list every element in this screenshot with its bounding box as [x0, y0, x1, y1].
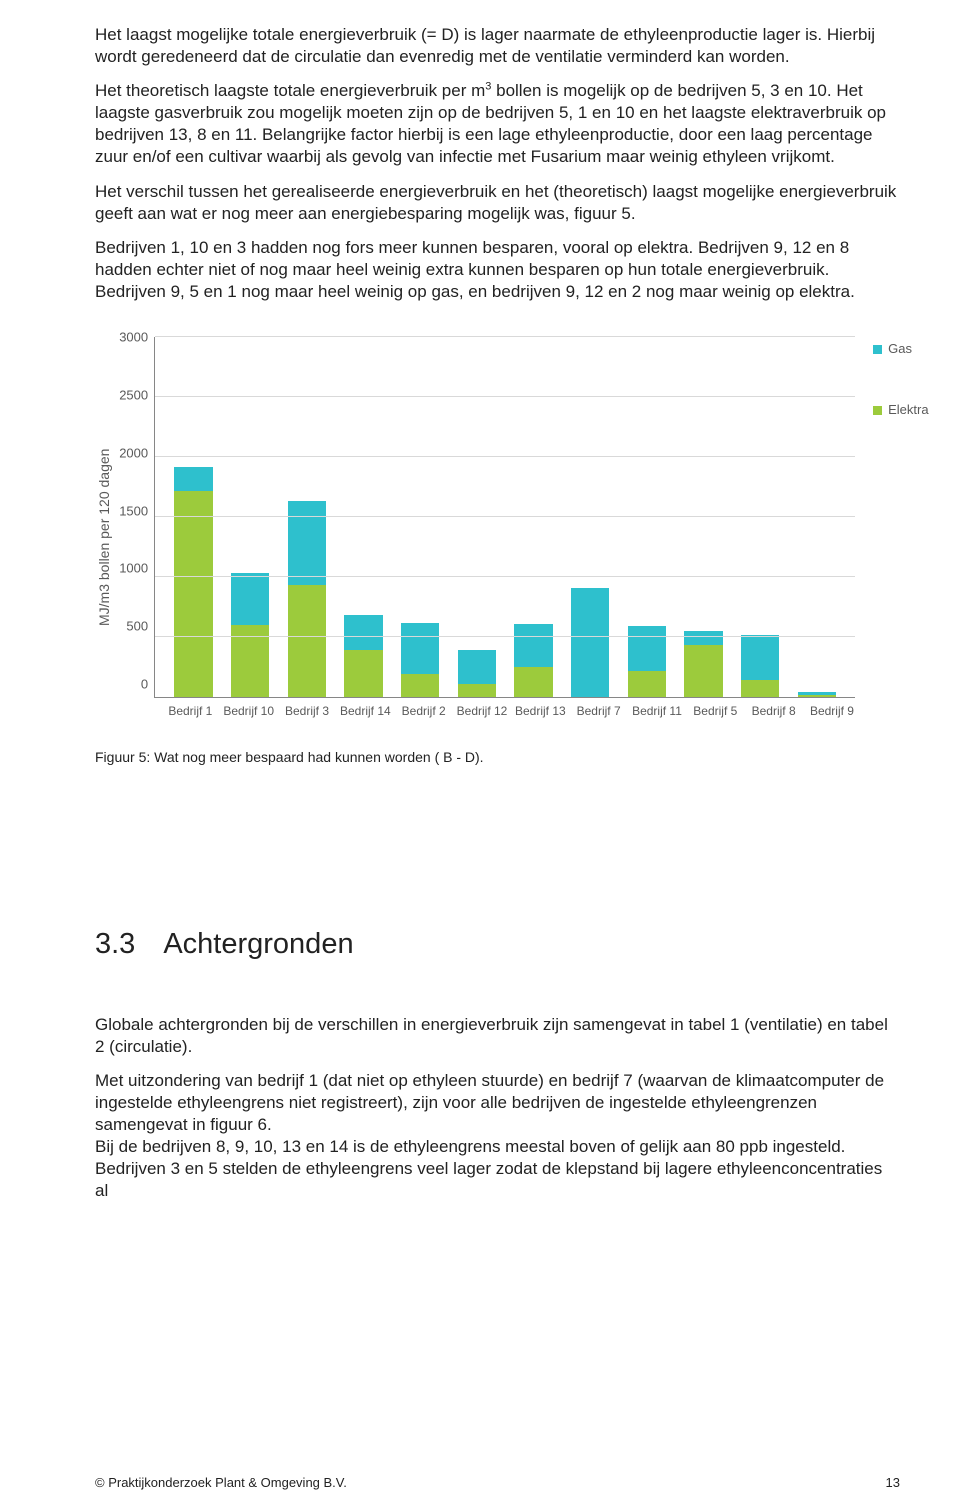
- bar-segment-elektra: [741, 680, 780, 697]
- bar-column: [675, 337, 732, 697]
- bar-segment-gas: [231, 573, 270, 625]
- bar-column: [335, 337, 392, 697]
- paragraph-3: Het verschil tussen het gerealiseerde en…: [95, 181, 900, 225]
- legend-label: Gas: [888, 341, 912, 358]
- x-tick-label: Bedrijf 2: [395, 698, 453, 720]
- paragraph-5: Globale achtergronden bij de verschillen…: [95, 1014, 900, 1058]
- paragraph-2: Het theoretisch laagste totale energieve…: [95, 80, 900, 168]
- page-footer: © Praktijkonderzoek Plant & Omgeving B.V…: [95, 1475, 900, 1492]
- bar-segment-elektra: [798, 695, 837, 697]
- bar-column: [448, 337, 505, 697]
- x-tick-label: Bedrijf 1: [161, 698, 219, 720]
- x-tick-label: Bedrijf 11: [628, 698, 686, 720]
- bar-segment-gas: [514, 624, 553, 667]
- y-tick-label: 2500: [119, 388, 148, 401]
- bar-segment-elektra: [174, 491, 213, 697]
- section-title: Achtergronden: [163, 928, 353, 960]
- bar-column: [392, 337, 449, 697]
- paragraph-1: Het laagst mogelijke totale energieverbr…: [95, 24, 900, 68]
- footer-page-number: 13: [886, 1475, 900, 1492]
- y-tick-label: 1500: [119, 504, 148, 517]
- chart-gridline: [155, 516, 855, 517]
- paragraph-6: Met uitzondering van bedrijf 1 (dat niet…: [95, 1070, 900, 1136]
- x-tick-label: Bedrijf 5: [686, 698, 744, 720]
- chart-gridline: [155, 576, 855, 577]
- chart-legend: Gas Elektra: [873, 341, 928, 463]
- bar-column: [278, 337, 335, 697]
- paragraph-7: Bij de bedrijven 8, 9, 10, 13 en 14 is d…: [95, 1136, 900, 1202]
- bar-column: [618, 337, 675, 697]
- chart-gridline: [155, 396, 855, 397]
- bar-segment-gas: [401, 623, 440, 675]
- chart-plot-area: [154, 337, 855, 698]
- legend-item: Gas: [873, 341, 928, 358]
- x-tick-label: Bedrijf 7: [569, 698, 627, 720]
- legend-swatch: [873, 406, 882, 415]
- legend-item: Elektra: [873, 402, 928, 419]
- bar-segment-elektra: [514, 667, 553, 697]
- bar-segment-gas: [571, 588, 610, 697]
- bar-segment-elektra: [288, 585, 327, 697]
- bar-column: [789, 337, 846, 697]
- chart-gridline: [155, 336, 855, 337]
- x-tick-label: Bedrijf 13: [511, 698, 569, 720]
- bar-segment-elektra: [401, 674, 440, 697]
- bar-segment-elektra: [344, 650, 383, 697]
- bar-segment-gas: [684, 631, 723, 645]
- bar-segment-elektra: [684, 645, 723, 697]
- y-axis-ticks: 300025002000150010005000: [119, 337, 148, 697]
- x-tick-label: Bedrijf 3: [278, 698, 336, 720]
- x-tick-label: Bedrijf 14: [336, 698, 394, 720]
- footer-copyright: © Praktijkonderzoek Plant & Omgeving B.V…: [95, 1475, 347, 1492]
- bar-segment-elektra: [458, 684, 497, 697]
- bar-segment-gas: [628, 626, 667, 670]
- paragraph-2a: Het theoretisch laagste totale energieve…: [95, 81, 485, 100]
- bar-column: [222, 337, 279, 697]
- x-tick-label: Bedrijf 12: [453, 698, 511, 720]
- bar-segment-elektra: [628, 671, 667, 697]
- figure-5-chart: MJ/m3 bollen per 120 dagen 3000250020001…: [95, 337, 900, 766]
- figure-5-caption: Figuur 5: Wat nog meer bespaard had kunn…: [95, 748, 900, 766]
- bar-segment-gas: [458, 650, 497, 684]
- bar-column: [505, 337, 562, 697]
- y-tick-label: 1000: [119, 562, 148, 575]
- chart-gridline: [155, 636, 855, 637]
- x-tick-label: Bedrijf 9: [803, 698, 861, 720]
- bar-column: [732, 337, 789, 697]
- y-tick-label: 0: [119, 678, 148, 691]
- x-tick-label: Bedrijf 10: [220, 698, 278, 720]
- bar-column: [562, 337, 619, 697]
- legend-label: Elektra: [888, 402, 928, 419]
- paragraph-4: Bedrijven 1, 10 en 3 hadden nog fors mee…: [95, 237, 900, 303]
- x-tick-label: Bedrijf 8: [744, 698, 802, 720]
- y-tick-label: 3000: [119, 331, 148, 344]
- y-axis-title: MJ/m3 bollen per 120 dagen: [95, 357, 113, 717]
- section-number: 3.3: [95, 926, 135, 964]
- bar-segment-gas: [288, 501, 327, 585]
- x-axis-ticks: Bedrijf 1Bedrijf 10Bedrijf 3Bedrijf 14Be…: [161, 698, 861, 720]
- bar-column: [165, 337, 222, 697]
- bar-segment-gas: [344, 615, 383, 650]
- chart-gridline: [155, 456, 855, 457]
- legend-swatch: [873, 345, 882, 354]
- bar-segment-gas: [174, 467, 213, 491]
- section-heading-3-3: 3.3 Achtergronden: [95, 926, 900, 964]
- bar-segment-gas: [741, 635, 780, 681]
- y-tick-label: 500: [119, 620, 148, 633]
- y-tick-label: 2000: [119, 446, 148, 459]
